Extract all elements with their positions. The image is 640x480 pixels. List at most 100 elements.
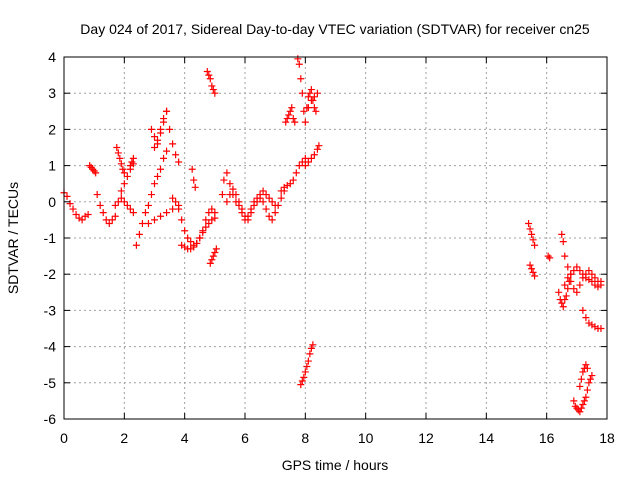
chart-title: Day 024 of 2017, Sidereal Day-to-day VTE… — [80, 21, 590, 37]
data-point — [312, 107, 320, 115]
data-point — [286, 180, 294, 188]
data-point — [286, 107, 294, 115]
data-point — [559, 238, 567, 246]
x-tick-label: 0 — [60, 430, 68, 446]
data-point — [289, 176, 297, 184]
data-point — [561, 296, 569, 304]
data-point — [191, 183, 199, 191]
series-arc-17.2 — [579, 306, 605, 332]
y-tick-label: -6 — [44, 411, 57, 427]
data-point — [151, 144, 158, 151]
data-point — [306, 89, 314, 97]
data-point — [235, 198, 243, 206]
data-point — [184, 234, 192, 242]
x-tick-label: 8 — [301, 430, 309, 446]
data-point — [154, 172, 162, 180]
series-arc-16.0 — [544, 252, 554, 262]
data-point — [111, 212, 119, 220]
y-tick-label: -2 — [44, 266, 57, 282]
data-point — [232, 191, 240, 199]
data-point — [304, 357, 312, 365]
data-point — [218, 191, 226, 199]
data-point — [283, 115, 291, 123]
data-point — [282, 118, 290, 126]
data-point — [175, 205, 183, 213]
x-tick-label: 4 — [181, 430, 189, 446]
series-arc-16.6 — [561, 267, 605, 296]
data-point — [206, 259, 214, 267]
data-point — [96, 201, 104, 209]
data-point — [241, 212, 249, 220]
data-point — [114, 198, 122, 206]
y-axis-label: SDTVAR / TECUs — [5, 182, 21, 294]
data-point — [111, 201, 119, 209]
data-point — [190, 176, 198, 184]
x-tick-label: 16 — [539, 430, 555, 446]
data-point — [144, 220, 152, 228]
data-point — [271, 209, 279, 217]
data-point — [562, 292, 570, 300]
data-point — [141, 209, 149, 217]
series-arc-1.1 — [93, 191, 119, 228]
data-point — [117, 194, 125, 202]
series-arc-1.7 — [111, 194, 137, 217]
data-point — [169, 140, 177, 148]
data-point — [298, 158, 306, 166]
data-point — [561, 252, 569, 260]
data-point — [117, 160, 125, 168]
series-arc-15.4 — [525, 220, 539, 249]
data-point — [564, 285, 572, 293]
data-point — [229, 185, 237, 193]
data-point — [301, 368, 309, 376]
series-arc-start — [60, 189, 92, 224]
data-point — [163, 147, 171, 155]
data-point — [301, 162, 309, 170]
data-point — [559, 303, 567, 311]
data-point — [205, 220, 213, 228]
data-point — [123, 172, 131, 180]
data-point — [576, 408, 584, 416]
data-point — [582, 270, 590, 278]
data-point — [292, 169, 300, 177]
x-tick-label: 14 — [479, 430, 495, 446]
series-arc-17.0 — [570, 372, 596, 416]
series-arc-7.2 — [277, 154, 309, 195]
data-point — [157, 212, 165, 220]
data-point — [585, 267, 593, 275]
series-arc-7.9 — [297, 341, 317, 389]
data-point — [558, 299, 566, 307]
data-point — [298, 89, 306, 97]
data-point — [172, 151, 180, 159]
data-point — [588, 270, 596, 278]
data-point — [202, 223, 210, 231]
data-point — [247, 209, 255, 217]
data-point — [300, 373, 308, 381]
data-point — [531, 272, 539, 280]
data-point — [160, 118, 168, 126]
y-tick-label: 2 — [48, 121, 56, 137]
data-point — [300, 107, 308, 115]
series-arc-16.5 — [558, 230, 605, 291]
data-point — [268, 198, 276, 206]
data-point — [120, 169, 128, 177]
data-point — [570, 267, 578, 275]
y-tick-label: 3 — [48, 85, 56, 101]
data-point — [526, 225, 534, 233]
data-point — [211, 214, 219, 222]
data-point — [72, 210, 80, 218]
data-point — [208, 205, 216, 213]
data-point — [157, 125, 165, 133]
data-point — [579, 368, 587, 376]
data-point — [585, 379, 593, 387]
data-point — [190, 243, 198, 251]
data-point — [151, 180, 158, 188]
data-point — [529, 236, 537, 244]
series-arc-15.4b — [526, 261, 539, 280]
x-tick-label: 2 — [120, 430, 128, 446]
data-point — [567, 270, 575, 278]
data-point — [253, 198, 261, 206]
data-point — [577, 375, 585, 383]
series-arc-2.7 — [144, 201, 183, 228]
